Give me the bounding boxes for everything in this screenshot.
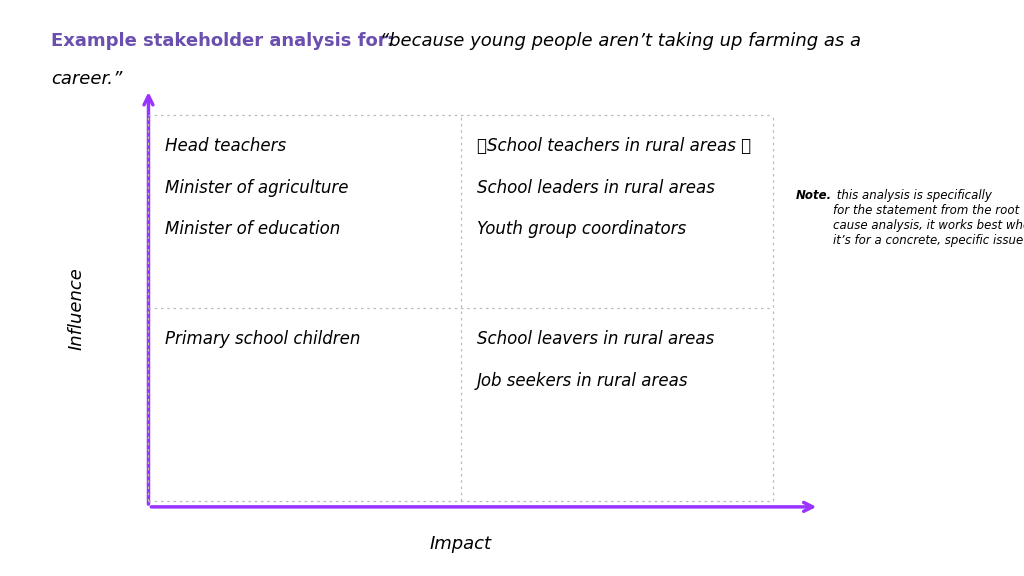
Text: Minister of agriculture: Minister of agriculture — [165, 179, 348, 196]
Text: School leaders in rural areas: School leaders in rural areas — [477, 179, 715, 196]
Text: Minister of education: Minister of education — [165, 220, 340, 238]
Text: Example stakeholder analysis for:: Example stakeholder analysis for: — [51, 32, 394, 50]
Text: ⭐School teachers in rural areas ⭐: ⭐School teachers in rural areas ⭐ — [477, 137, 752, 155]
Text: Influence: Influence — [68, 267, 86, 350]
Text: School leavers in rural areas: School leavers in rural areas — [477, 330, 715, 348]
Text: Job seekers in rural areas: Job seekers in rural areas — [477, 372, 689, 389]
Text: Head teachers: Head teachers — [165, 137, 286, 155]
Text: Note.: Note. — [796, 188, 831, 202]
Text: career.”: career.” — [51, 70, 123, 88]
Text: “because young people aren’t taking up farming as a: “because young people aren’t taking up f… — [374, 32, 861, 50]
Text: Primary school children: Primary school children — [165, 330, 360, 348]
Text: Youth group coordinators: Youth group coordinators — [477, 220, 686, 238]
Text: Impact: Impact — [430, 535, 492, 552]
Text: this analysis is specifically
for the statement from the root
cause analysis, it: this analysis is specifically for the st… — [833, 188, 1024, 247]
